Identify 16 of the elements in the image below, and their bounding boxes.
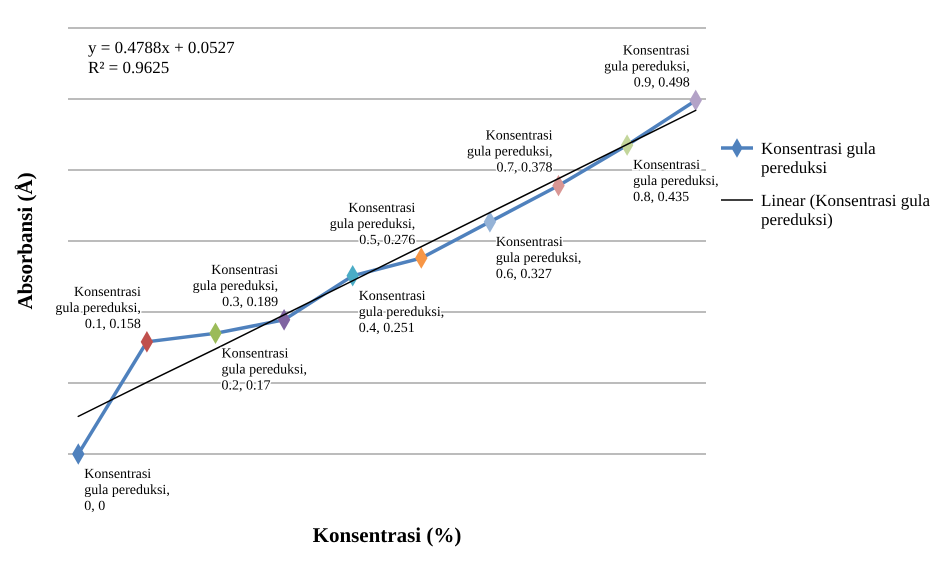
y-axis-title: Absorbansi (Å)	[13, 172, 37, 310]
data-label: Konsentrasi gula pereduksi, 0.5, 0.276	[330, 201, 416, 248]
data-label: Konsentrasi gula pereduksi, 0.8, 0.435	[633, 158, 719, 206]
x-axis-title: Konsentrasi (%)	[312, 523, 462, 547]
data-label: Konsentrasi gula pereduksi, 0.6, 0.327	[496, 234, 582, 282]
data-label: Konsentrasi gula pereduksi, 0, 0	[84, 467, 170, 514]
data-label: Konsentrasi gula pereduksi, 0.1, 0.158	[55, 284, 141, 332]
legend-label: Linear (Konsentrasi gula pereduksi)	[761, 191, 930, 229]
data-label: Konsentrasi gula pereduksi, 0.7, 0.378	[466, 128, 553, 176]
data-label: Konsentrasi gula pereduksi, 0.3, 0.189	[192, 262, 278, 310]
data-label: Konsentrasi gula pereduksi, 0.2, 0.17	[221, 346, 308, 394]
legend-label: Konsentrasi gula pereduksi	[761, 139, 876, 177]
data-label: Konsentrasi gula pereduksi, 0.9, 0.498	[604, 43, 690, 90]
data-label: Konsentrasi gula pereduksi, 0.4, 0.251	[358, 288, 444, 336]
annotation: y = 0.4788x + 0.0527	[88, 38, 236, 57]
annotation: R² = 0.9625	[88, 58, 170, 77]
